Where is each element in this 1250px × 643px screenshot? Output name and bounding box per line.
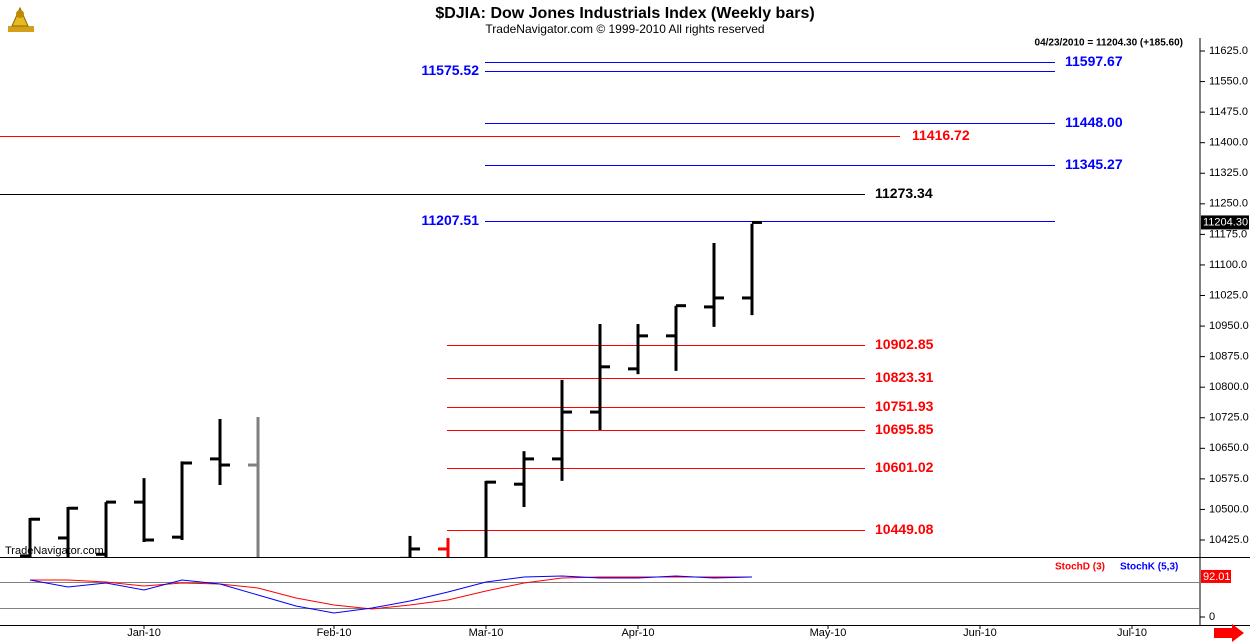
last-bar-info: 04/23/2010 = 11204.30 (+185.60)	[1035, 38, 1183, 49]
x-tick-label: Feb-10	[317, 627, 352, 639]
level-label: 11273.34	[875, 185, 933, 201]
chart-title: $DJIA: Dow Jones Industrials Index (Week…	[435, 5, 814, 22]
x-tick-label: Mar-10	[469, 627, 504, 639]
x-tick-label: Jan-10	[127, 627, 161, 639]
logo	[8, 6, 34, 32]
level-label: 10601.02	[875, 459, 934, 475]
level-label: 10695.85	[875, 421, 934, 437]
last-price-badge	[1201, 215, 1249, 230]
level-label: 10823.31	[875, 369, 934, 385]
y-tick-label: 11175.0	[1209, 228, 1247, 240]
y-tick-label: 10500.0	[1209, 503, 1249, 515]
level-label: 11575.52	[421, 62, 479, 78]
legend-entry: StochK (5,3)	[1120, 562, 1178, 573]
y-tick-label: 10650.0	[1209, 442, 1249, 454]
level-label: 11448.00	[1065, 114, 1123, 130]
x-tick-label: Jun-10	[963, 627, 997, 639]
last-price-label: 11204.30	[1203, 216, 1248, 228]
y-tick-label: 11400.0	[1209, 137, 1248, 149]
stoch-badge-label: 92.01	[1203, 571, 1231, 583]
x-tick-label: Jul-10	[1117, 627, 1147, 639]
y-tick-label: 11625.0	[1209, 45, 1248, 57]
legend-entry: StochD (3)	[1055, 562, 1105, 573]
y-tick-label: 0	[1209, 611, 1215, 623]
level-label: 11207.51	[421, 212, 479, 228]
level-label: 10902.85	[875, 336, 934, 352]
y-tick-label: 11025.0	[1209, 289, 1248, 301]
y-tick-label: 11475.0	[1209, 106, 1248, 118]
y-tick-label: 11325.0	[1209, 167, 1248, 179]
y-tick-label: 10725.0	[1209, 412, 1249, 424]
stoch-line	[29, 575, 753, 614]
stoch-panel	[0, 575, 1200, 614]
y-tick-label: 10425.0	[1209, 534, 1249, 546]
y-tick-label: 10575.0	[1209, 473, 1249, 485]
level-label: 11345.27	[1065, 156, 1123, 172]
y-tick-label: 10875.0	[1209, 351, 1249, 363]
x-tick-label: Apr-10	[621, 627, 654, 639]
x-tick-label: May-10	[810, 627, 847, 639]
chart-subtitle: TradeNavigator.com © 1999-2010 All right…	[485, 22, 764, 36]
level-label: 10751.93	[875, 398, 934, 414]
price-panel	[0, 62, 1055, 557]
level-label: 11597.67	[1065, 53, 1123, 69]
y-tick-label: 11100.0	[1209, 259, 1247, 271]
stoch-line	[30, 576, 752, 610]
y-tick-label: 11250.0	[1209, 198, 1248, 210]
y-tick-label: 10800.0	[1209, 381, 1249, 393]
y-tick-label: 10950.0	[1209, 320, 1249, 332]
scroll-arrow[interactable]	[1214, 624, 1244, 642]
watermark: TradeNavigator.com	[5, 545, 104, 557]
stoch-badge	[1201, 569, 1231, 583]
level-label: 11416.72	[912, 127, 970, 143]
level-label: 10449.08	[875, 521, 934, 537]
y-tick-label: 11550.0	[1209, 75, 1248, 87]
